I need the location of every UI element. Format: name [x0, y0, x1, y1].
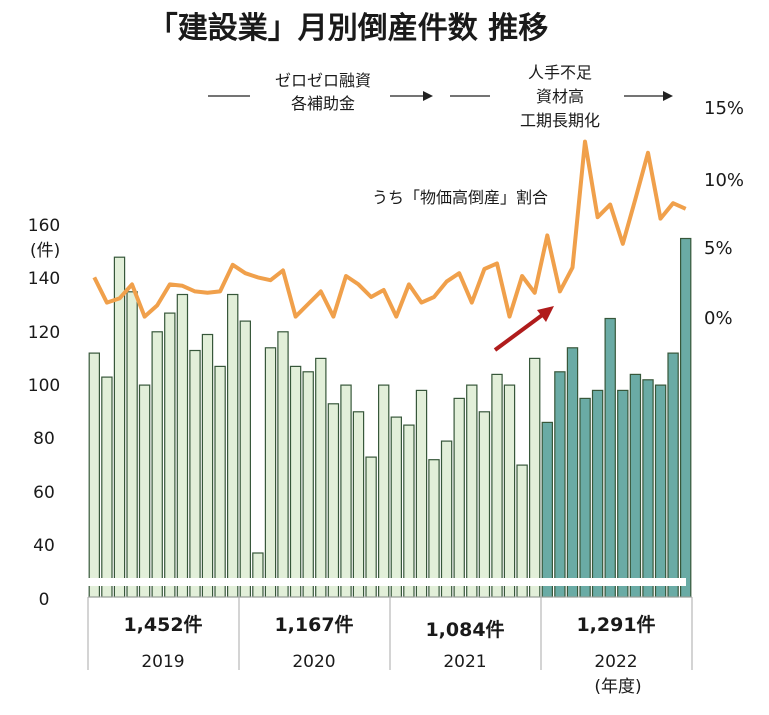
bar — [429, 460, 439, 597]
bar — [366, 457, 376, 597]
left-axis: 160 140 120 100 80 60 40 0 — [28, 216, 60, 610]
bar — [618, 390, 628, 597]
line-series — [94, 142, 686, 317]
bar — [140, 385, 150, 597]
bar — [643, 380, 653, 597]
bar — [240, 321, 250, 597]
year-label: 2020 — [292, 652, 335, 672]
bar — [265, 348, 275, 597]
bar — [668, 353, 678, 597]
left-axis-tick: 120 — [28, 323, 60, 343]
period1-line1: ゼロゼロ融資 — [275, 71, 371, 90]
left-axis-tick: 40 — [33, 536, 55, 556]
bar-series — [89, 239, 691, 598]
bar — [454, 398, 464, 597]
year-total: 1,452件 — [123, 613, 202, 636]
bar — [341, 385, 351, 597]
period1-line2: 各補助金 — [291, 94, 355, 113]
bar — [291, 366, 301, 597]
bar — [530, 358, 540, 597]
year-label: 2021 — [443, 652, 486, 672]
bar — [404, 425, 414, 597]
left-axis-tick: 160 — [28, 216, 60, 236]
axis-break — [86, 578, 686, 586]
bar — [442, 441, 452, 597]
left-axis-tick: 100 — [28, 376, 60, 396]
bar — [215, 366, 225, 597]
year-total: 1,167件 — [274, 613, 353, 636]
period2-line1: 人手不足 — [528, 63, 592, 82]
bar — [391, 417, 401, 597]
bar — [253, 553, 263, 597]
bar — [593, 390, 603, 597]
bar — [504, 385, 514, 597]
year-axis: 1,452件 2019 1,167件 2020 1,084件 2021 1,291件 2022 — [88, 597, 692, 672]
right-axis-tick: 15% — [704, 98, 744, 119]
bar — [656, 385, 666, 597]
right-axis-tick: 10% — [704, 170, 744, 191]
bar — [127, 292, 137, 597]
period1-annotation: ゼロゼロ融資 各補助金 — [208, 71, 433, 113]
left-axis-unit: (件) — [30, 241, 60, 261]
bar — [467, 385, 477, 597]
year-label: 2022 — [594, 652, 637, 672]
bar — [630, 374, 640, 597]
bar — [89, 353, 99, 597]
trend-arrow-icon — [495, 306, 554, 350]
line-series-label: うち「物価高倒産」割合 — [372, 188, 548, 207]
x-unit-label: (年度) — [594, 677, 641, 697]
ratio-line — [94, 142, 685, 317]
right-axis-tick: 5% — [704, 238, 733, 259]
bar — [152, 332, 162, 597]
right-axis-tick: 0% — [704, 308, 733, 329]
left-axis-tick: 140 — [28, 269, 60, 289]
bar — [580, 398, 590, 597]
bar — [353, 412, 363, 597]
bar — [416, 390, 426, 597]
bar — [228, 295, 238, 598]
left-axis-tick: 80 — [33, 429, 55, 449]
bar — [278, 332, 288, 597]
bar — [328, 404, 338, 597]
bar — [379, 385, 389, 597]
year-label: 2019 — [141, 652, 184, 672]
bar — [492, 374, 502, 597]
bar — [177, 295, 187, 598]
bar — [567, 348, 577, 597]
bar — [542, 422, 552, 597]
year-total: 1,084件 — [425, 618, 504, 641]
bar — [605, 319, 615, 598]
bar — [316, 358, 326, 597]
bar — [190, 351, 200, 598]
bar — [202, 335, 212, 598]
period2-annotation: 人手不足 資材高 工期長期化 — [450, 63, 673, 130]
left-axis-tick: 60 — [33, 483, 55, 503]
bar — [681, 239, 691, 598]
arrow-right-icon — [624, 91, 673, 101]
bar — [165, 313, 175, 597]
year-total: 1,291件 — [576, 613, 655, 636]
bar — [303, 372, 313, 597]
chart-title: 「建設業」月別倒産件数 推移 — [148, 11, 548, 46]
left-axis-tick: 0 — [39, 590, 50, 610]
period2-line2: 資材高 — [536, 87, 584, 106]
bar — [114, 257, 124, 597]
bar — [102, 377, 112, 597]
bar — [479, 412, 489, 597]
arrow-right-icon — [390, 91, 433, 101]
bar — [555, 372, 565, 597]
bar — [517, 465, 527, 597]
right-axis: 15% 10% 5% 0% — [704, 98, 744, 329]
period2-line3: 工期長期化 — [520, 111, 600, 130]
